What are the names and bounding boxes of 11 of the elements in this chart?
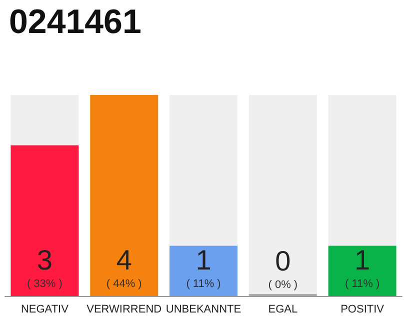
x-tick-label: VERWIRREND <box>86 304 162 316</box>
x-tick-label: UNBEKANNTE <box>166 304 242 316</box>
chart-title: 0241461 <box>9 3 142 41</box>
x-tick-label: NEGATIV <box>20 304 70 316</box>
data-label: 4 ( 44% ) <box>106 244 142 290</box>
data-label: 1 ( 11% ) <box>344 244 380 290</box>
data-label: 3 ( 33% ) <box>26 244 62 290</box>
data-label: 1 ( 11% ) <box>186 244 221 290</box>
x-tick-label: POSITIV <box>340 304 385 316</box>
x-tick-label: EGAL <box>268 304 298 316</box>
data-label: 0 ( 0% ) <box>268 246 298 291</box>
